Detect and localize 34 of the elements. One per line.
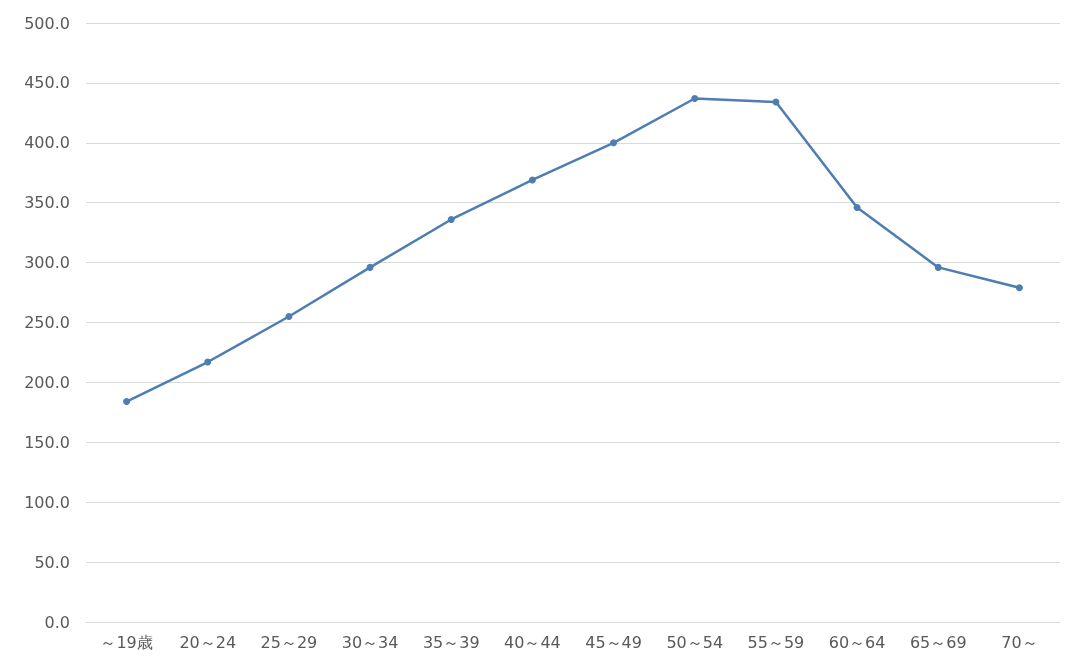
x-tick-label: 55～59 xyxy=(747,632,805,652)
point xyxy=(853,203,861,211)
point xyxy=(528,176,536,184)
x-tick-label: 45～49 xyxy=(585,632,642,652)
y-tick-label: 500.0 xyxy=(24,13,70,33)
y-tick-label: 100.0 xyxy=(24,492,70,512)
y-tick-label: 150.0 xyxy=(24,432,70,452)
y-tick-label: 300.0 xyxy=(24,253,70,273)
x-tick-label: 65～69 xyxy=(909,632,967,652)
point xyxy=(123,398,131,406)
point xyxy=(610,139,618,147)
y-tick-label: 50.0 xyxy=(34,552,70,572)
point xyxy=(934,263,942,271)
point xyxy=(691,94,699,102)
x-tick-label: 40～44 xyxy=(504,632,561,652)
x-tick-label: 35～39 xyxy=(422,632,480,652)
y-tick-label: 200.0 xyxy=(24,372,70,392)
point xyxy=(447,215,455,223)
y-tick-label: 450.0 xyxy=(24,73,70,93)
x-tick-label: 30～34 xyxy=(341,632,399,652)
point xyxy=(285,313,293,321)
x-tick-label: 60～64 xyxy=(828,632,886,652)
x-tick-label: 25～29 xyxy=(260,632,318,652)
x-tick-label: ～19歳 xyxy=(100,632,153,652)
y-tick-label: 350.0 xyxy=(24,193,70,213)
point xyxy=(366,263,374,271)
y-tick-label: 250.0 xyxy=(24,313,70,332)
point xyxy=(204,358,212,366)
y-tick-label: 400.0 xyxy=(24,133,70,153)
y-tick-label: 0.0 xyxy=(44,612,70,632)
x-tick-label: 50～54 xyxy=(666,632,724,652)
x-tick-label: 20～24 xyxy=(179,632,237,652)
x-tick-label: 70～ xyxy=(1001,632,1038,652)
point xyxy=(1015,284,1023,292)
